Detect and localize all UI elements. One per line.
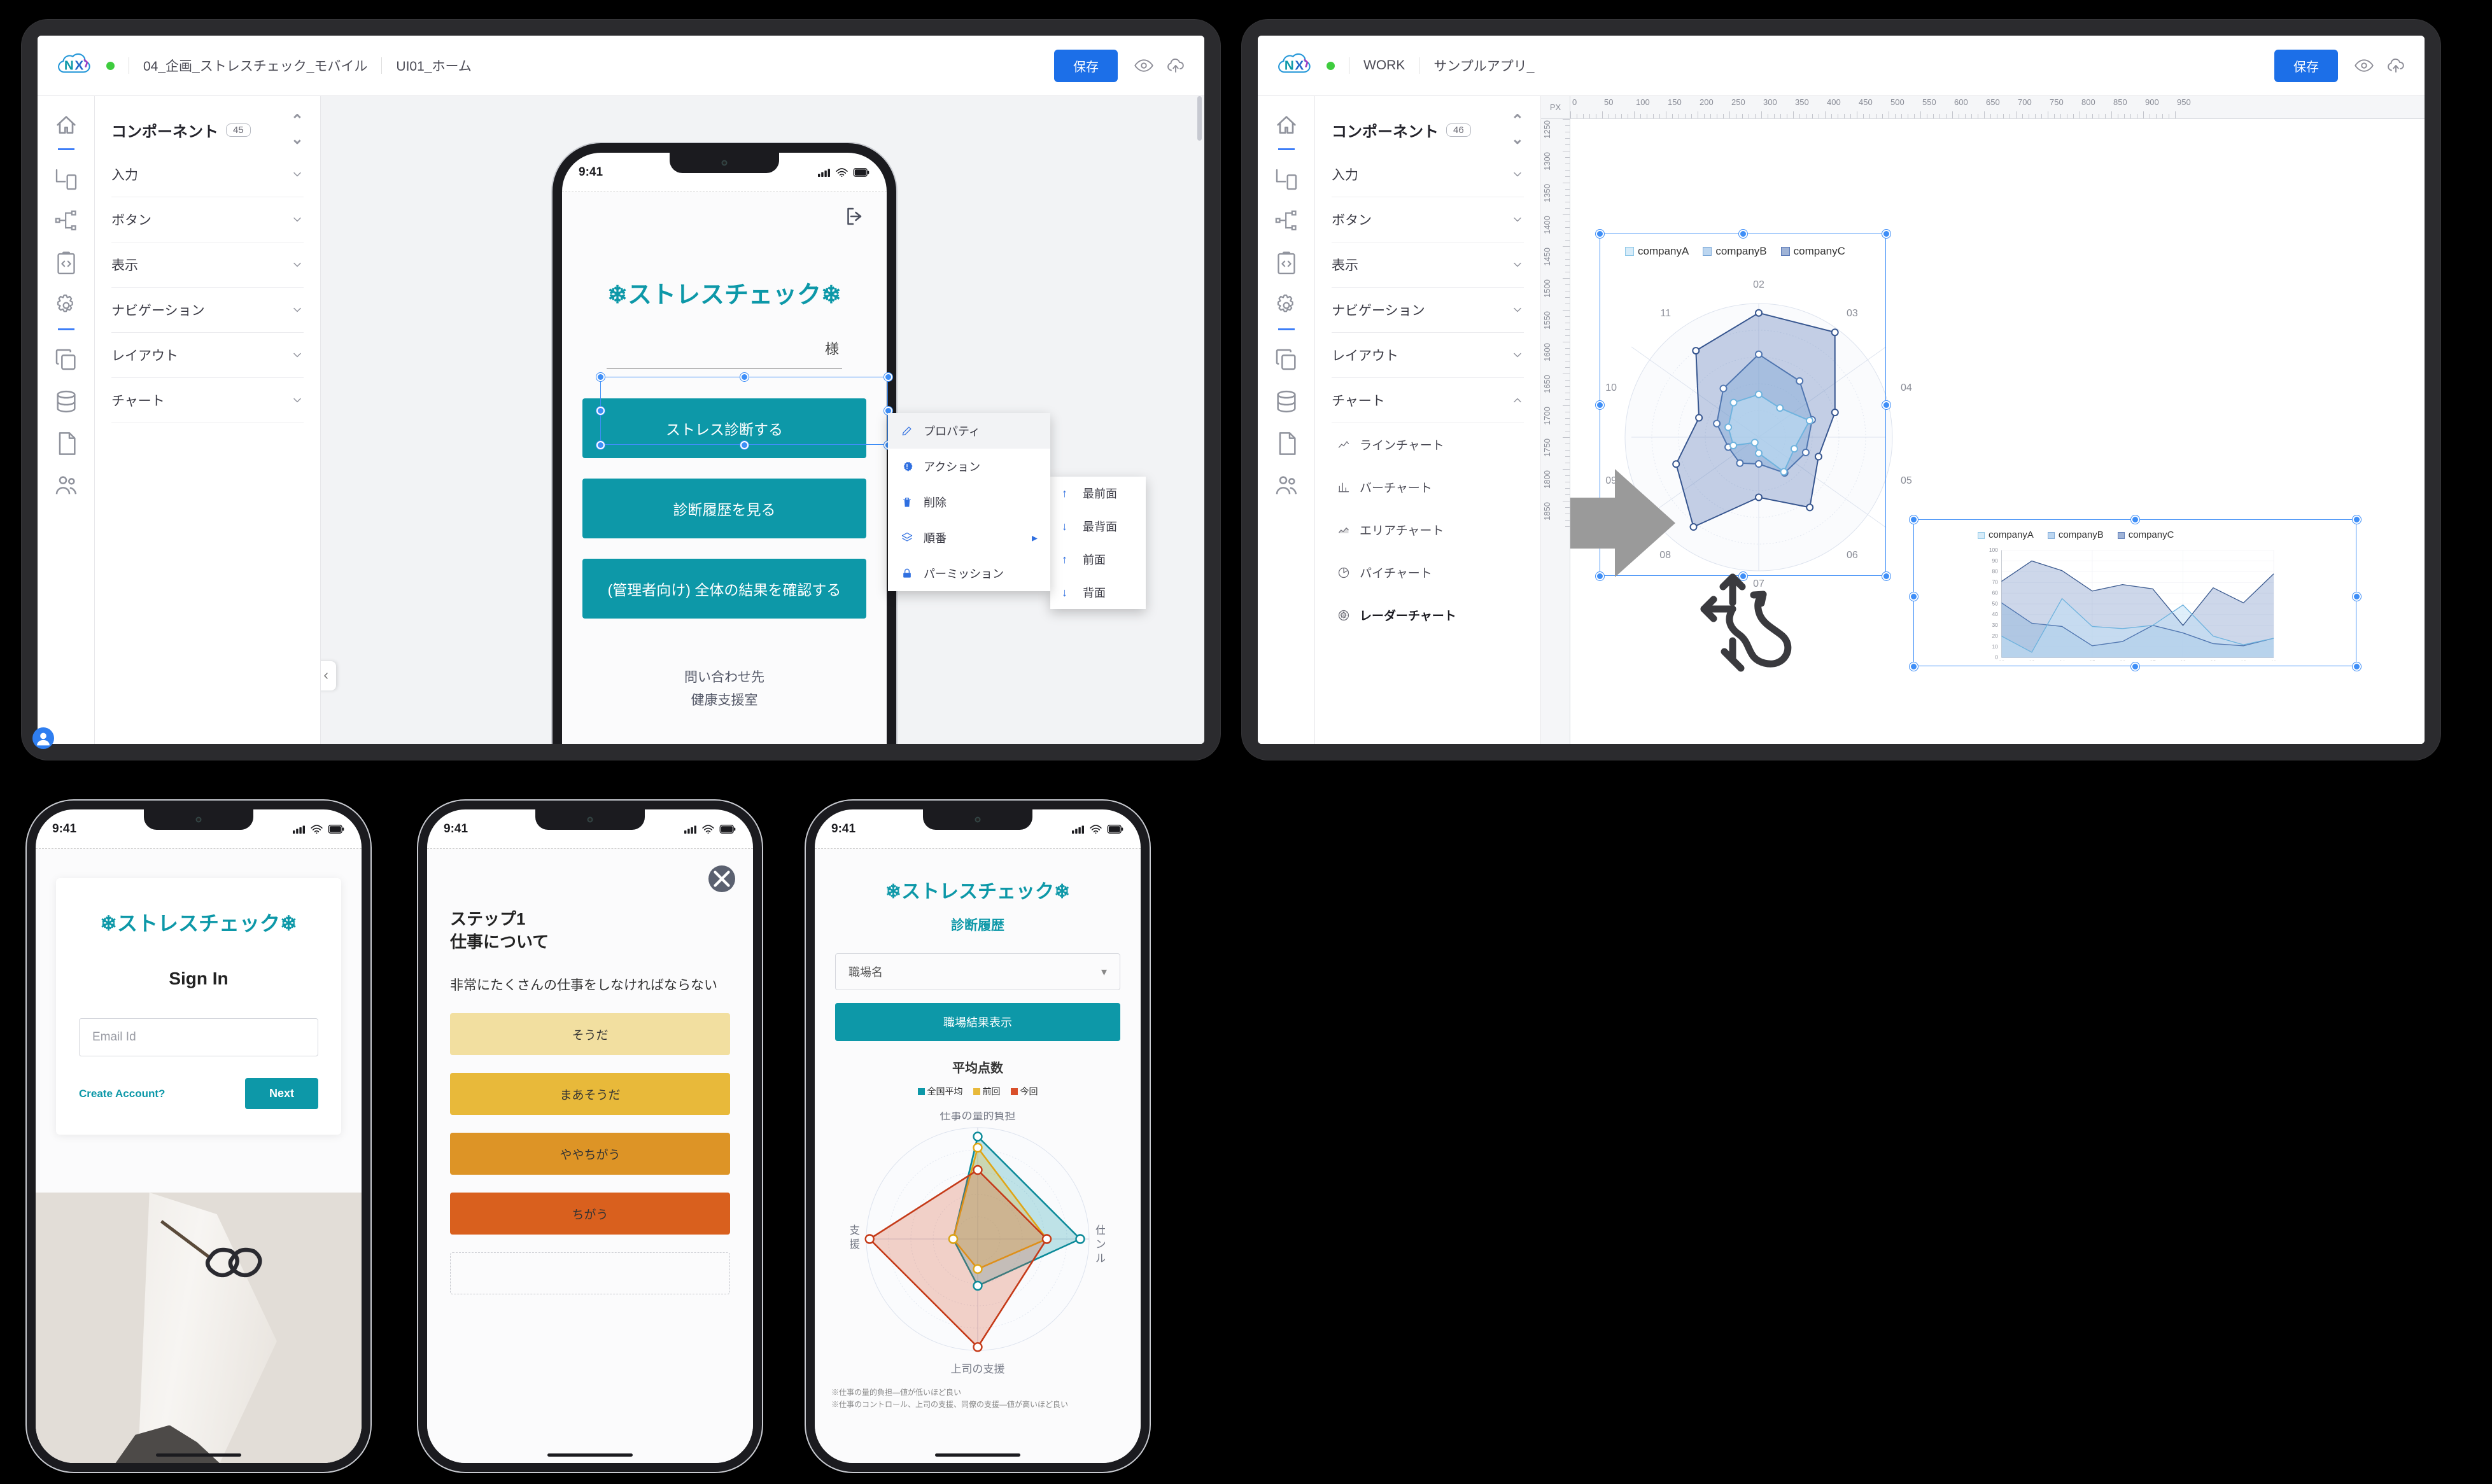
svg-text:10: 10 bbox=[1992, 643, 1999, 650]
svg-text:仕事の量的負担: 仕事の量的負担 bbox=[940, 1112, 1016, 1122]
svg-text:ル: ル bbox=[1095, 1252, 1105, 1264]
svg-text:02: 02 bbox=[1999, 660, 2005, 661]
svg-text:06: 06 bbox=[2120, 660, 2126, 661]
svg-text:仕事のコ: 仕事のコ bbox=[1095, 1224, 1105, 1236]
svg-text:80: 80 bbox=[1992, 568, 1999, 575]
svg-text:07: 07 bbox=[2150, 660, 2156, 661]
svg-text:60: 60 bbox=[1992, 589, 1999, 596]
svg-text:05: 05 bbox=[1901, 475, 1912, 486]
svg-text:70: 70 bbox=[1992, 579, 1999, 585]
svg-text:N: N bbox=[64, 59, 74, 73]
svg-text:上司の支援: 上司の支援 bbox=[951, 1363, 1005, 1375]
svg-text:04: 04 bbox=[1901, 382, 1912, 393]
svg-text:50: 50 bbox=[1992, 600, 1999, 606]
svg-text:09: 09 bbox=[2210, 660, 2216, 661]
svg-text:ントロー: ントロー bbox=[1095, 1238, 1105, 1250]
svg-text:11: 11 bbox=[2271, 660, 2277, 661]
svg-text:100: 100 bbox=[1989, 547, 1998, 553]
svg-text:援: 援 bbox=[850, 1238, 860, 1250]
svg-text:90: 90 bbox=[1992, 557, 1999, 564]
svg-text:0: 0 bbox=[1995, 654, 1998, 661]
svg-text:10: 10 bbox=[2241, 660, 2247, 661]
svg-text:同僚の支: 同僚の支 bbox=[850, 1224, 860, 1236]
svg-text:X: X bbox=[1295, 59, 1304, 73]
svg-text:N: N bbox=[1285, 59, 1294, 73]
svg-text:03: 03 bbox=[2029, 660, 2035, 661]
svg-text:08: 08 bbox=[2180, 660, 2186, 661]
svg-text:04: 04 bbox=[2059, 660, 2066, 661]
svg-text:30: 30 bbox=[1992, 622, 1999, 628]
svg-text:05: 05 bbox=[2089, 660, 2095, 661]
svg-text:40: 40 bbox=[1992, 611, 1999, 617]
svg-text:X: X bbox=[74, 59, 83, 73]
svg-text:20: 20 bbox=[1992, 633, 1999, 639]
